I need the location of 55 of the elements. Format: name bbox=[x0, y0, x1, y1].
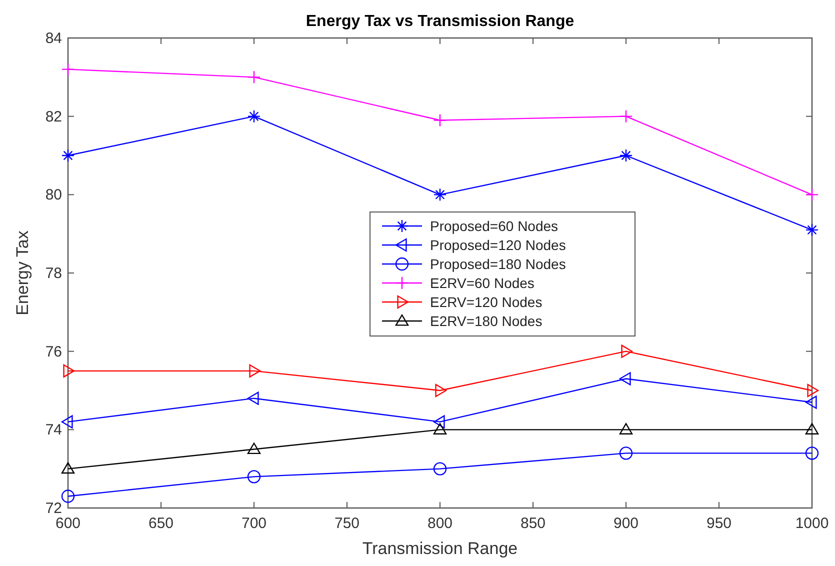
point bbox=[619, 446, 633, 460]
x-tick-label: 750 bbox=[334, 515, 360, 532]
point bbox=[63, 364, 75, 378]
legend-label: Proposed=120 Nodes bbox=[430, 237, 566, 253]
point bbox=[249, 364, 261, 378]
point bbox=[619, 110, 633, 123]
point bbox=[805, 446, 819, 460]
point bbox=[61, 62, 75, 76]
point bbox=[433, 415, 445, 428]
x-tick-label: 1000 bbox=[795, 515, 829, 532]
x-tick-label: 700 bbox=[241, 515, 267, 532]
point bbox=[435, 384, 447, 398]
chart-title: Energy Tax vs Transmission Range bbox=[306, 13, 574, 30]
point bbox=[433, 114, 447, 127]
legend-label: E2RV=120 Nodes bbox=[430, 294, 542, 310]
y-tick-label: 80 bbox=[45, 186, 62, 204]
y-tick-label: 72 bbox=[45, 500, 62, 517]
point bbox=[247, 110, 261, 123]
x-tick-label: 600 bbox=[55, 515, 81, 532]
y-tick-label: 76 bbox=[45, 343, 62, 360]
legend-label: E2RV=180 Nodes bbox=[430, 313, 542, 329]
y-tick-label: 82 bbox=[45, 108, 62, 126]
point bbox=[619, 423, 633, 434]
x-tick-label: 800 bbox=[427, 515, 453, 532]
point bbox=[247, 70, 261, 84]
point bbox=[805, 396, 817, 409]
x-tick-label: 900 bbox=[613, 515, 639, 532]
y-tick-label: 74 bbox=[45, 422, 62, 439]
point bbox=[61, 490, 75, 503]
point bbox=[433, 423, 447, 434]
point bbox=[433, 462, 447, 476]
point bbox=[805, 188, 819, 202]
point bbox=[805, 223, 819, 237]
point bbox=[61, 148, 75, 162]
y-tick-label: 78 bbox=[45, 265, 62, 282]
point bbox=[247, 392, 259, 405]
point bbox=[807, 384, 819, 398]
x-tick-label: 650 bbox=[148, 515, 174, 532]
legend-label: Proposed=60 Nodes bbox=[430, 218, 558, 234]
y-tick-label: 84 bbox=[45, 30, 62, 47]
legend-label: Proposed=180 Nodes bbox=[430, 256, 566, 272]
legend-label: E2RV=60 Nodes bbox=[430, 275, 534, 291]
point bbox=[805, 423, 819, 434]
y-axis-title: Energy Tax bbox=[13, 230, 32, 316]
point bbox=[619, 372, 631, 386]
x-tick-label: 850 bbox=[520, 515, 546, 532]
x-axis-title: Transmission Range bbox=[362, 539, 518, 558]
point bbox=[621, 344, 633, 358]
point bbox=[61, 415, 73, 428]
point bbox=[61, 462, 75, 474]
point bbox=[247, 442, 261, 454]
point bbox=[619, 148, 633, 162]
x-tick-label: 950 bbox=[706, 515, 732, 532]
point bbox=[247, 470, 261, 484]
point bbox=[433, 188, 447, 202]
